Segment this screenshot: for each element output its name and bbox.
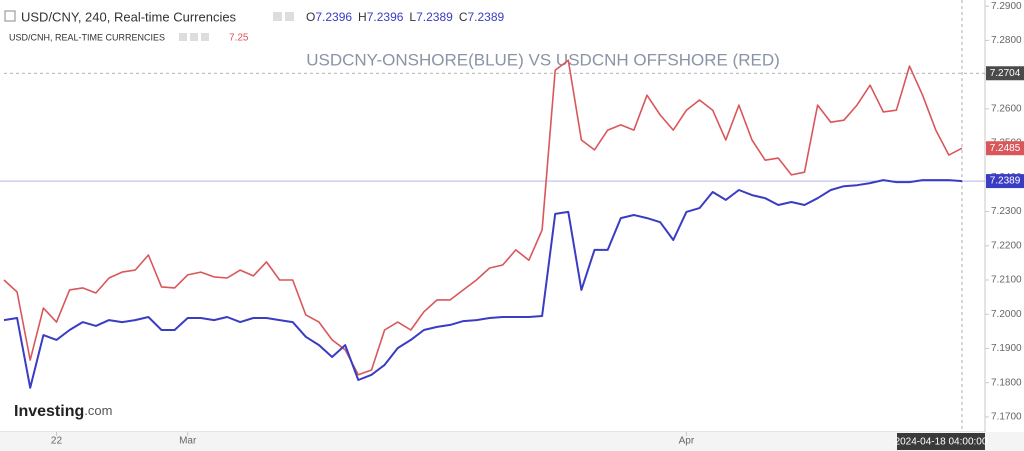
last-value-box — [986, 174, 1024, 189]
y-tick-label: 7.1800 — [991, 377, 1022, 388]
y-tick-label: 7.1700 — [991, 412, 1022, 423]
legend-entry: USD/CNH, REAL-TIME CURRENCIES — [9, 32, 165, 42]
last-value-box — [986, 141, 1024, 156]
icon — [179, 33, 187, 41]
crosshair-date: 2024-04-18 04:00:00 — [895, 437, 988, 448]
date-box — [897, 433, 985, 450]
crosshair-box — [986, 66, 1024, 81]
x-tick-label: Apr — [679, 436, 695, 447]
y-tick-label: 7.2600 — [991, 103, 1022, 114]
secondary-value: 7.25 — [229, 33, 249, 44]
ohlc-value: 7.2396 — [315, 10, 352, 24]
logo-name: Investing — [14, 403, 84, 420]
last-value-label: 7.2485 — [990, 143, 1021, 154]
x-tick-label: Mar — [179, 436, 197, 447]
y-tick-label: 7.2000 — [991, 309, 1022, 320]
crosshair-label: 7.2704 — [990, 68, 1021, 79]
x-tick-label: 22 — [51, 436, 63, 447]
icon — [201, 33, 209, 41]
ohlc: O7.2396 H7.2396 L7.2389 C7.2389 — [306, 10, 505, 24]
ohlc-label: C — [459, 10, 468, 24]
y-tick-label: 7.2100 — [991, 275, 1022, 286]
ohlc-value: 7.2389 — [416, 10, 453, 24]
ohlc-value: 7.2396 — [367, 10, 404, 24]
chart-title: USDCNY-ONSHORE(BLUE) VS USDCNH OFFSHORE … — [306, 50, 780, 69]
y-tick-label: 7.2200 — [991, 240, 1022, 251]
icon — [273, 12, 282, 21]
series-line — [3, 179, 963, 389]
icon — [285, 12, 294, 21]
y-tick-label: 7.2800 — [991, 35, 1022, 46]
last-value-label: 7.2389 — [990, 176, 1021, 187]
ohlc-label: L — [409, 10, 416, 24]
ohlc-value: 7.2389 — [467, 10, 504, 24]
y-tick-label: 7.1900 — [991, 343, 1022, 354]
series-line — [3, 59, 963, 376]
ohlc-label: H — [358, 10, 367, 24]
icon — [4, 10, 16, 22]
logo-suffix: .com — [84, 403, 112, 418]
legend-entry: USD/CNY, 240, Real-time Currencies — [21, 9, 237, 24]
icon — [190, 33, 198, 41]
legend: USD/CNY, 240, Real-time Currencies O7.23… — [4, 9, 505, 44]
ohlc-label: O — [306, 10, 315, 24]
y-tick-label: 7.2300 — [991, 206, 1022, 217]
y-tick-label: 7.2900 — [991, 1, 1022, 12]
logo: Investing.com — [14, 403, 112, 420]
x-axis-strip — [0, 432, 1024, 451]
